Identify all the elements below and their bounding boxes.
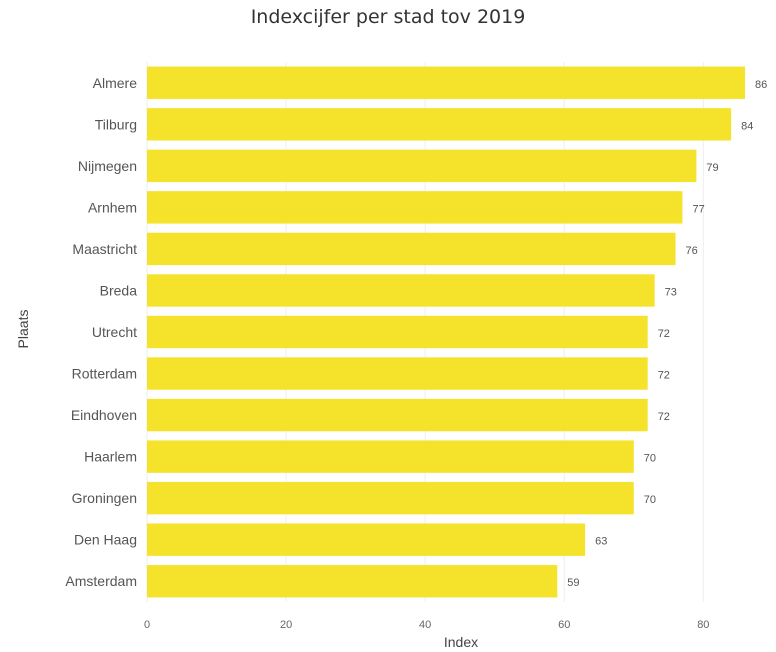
data-label: 73 — [665, 286, 677, 298]
y-tick-label: Utrecht — [92, 324, 137, 340]
y-tick-label: Eindhoven — [71, 407, 137, 423]
bar — [147, 481, 634, 515]
bar — [147, 232, 676, 266]
y-tick-label: Maastricht — [72, 241, 137, 257]
data-label: 72 — [658, 411, 670, 423]
y-tick-label: Rotterdam — [72, 366, 137, 382]
data-label: 84 — [741, 120, 753, 132]
x-tick-label: 40 — [419, 619, 431, 631]
y-tick-label: Arnhem — [88, 199, 137, 215]
bar — [147, 565, 558, 598]
bar — [147, 108, 732, 141]
data-label: 72 — [658, 370, 670, 382]
bar — [147, 315, 648, 349]
bar — [147, 398, 648, 432]
y-tick-label: Nijmegen — [78, 158, 137, 174]
y-tick-label: Almere — [93, 75, 138, 91]
y-tick-label: Amsterdam — [65, 573, 137, 589]
x-tick-label: 20 — [280, 619, 292, 631]
y-tick-label: Groningen — [72, 490, 137, 506]
bars-layer — [147, 66, 746, 598]
data-label: 76 — [686, 245, 698, 257]
data-label: 79 — [706, 162, 718, 174]
bar — [147, 66, 746, 99]
bar — [147, 191, 683, 224]
y-tick-label: Breda — [100, 282, 138, 298]
data-label: 59 — [567, 577, 579, 589]
y-tick-label: Haarlem — [84, 449, 137, 465]
data-label: 63 — [595, 536, 607, 548]
labels-layer: 0 20 40 60 80 Almere 86 Tilburg 84 Nijmegen 79 Arnh… — [65, 75, 767, 631]
y-tick-label: Den Haag — [74, 532, 137, 548]
bar — [147, 149, 697, 183]
data-label: 86 — [755, 79, 767, 91]
data-label: 77 — [692, 203, 704, 215]
bar — [147, 274, 655, 307]
data-label: 70 — [644, 494, 656, 506]
bar — [147, 523, 586, 556]
bar — [147, 357, 648, 390]
data-label: 70 — [644, 453, 656, 465]
y-axis-label: Plaats — [15, 310, 31, 349]
bar — [147, 440, 634, 473]
y-tick-label: Tilburg — [95, 116, 137, 132]
x-tick-label: 60 — [558, 619, 570, 631]
chart-title: Indexcijfer per stad tov 2019 — [250, 6, 526, 28]
x-axis-label: Index — [444, 634, 478, 650]
x-tick-label: 80 — [697, 619, 709, 631]
data-label: 72 — [658, 328, 670, 340]
x-tick-label: 0 — [144, 619, 150, 631]
